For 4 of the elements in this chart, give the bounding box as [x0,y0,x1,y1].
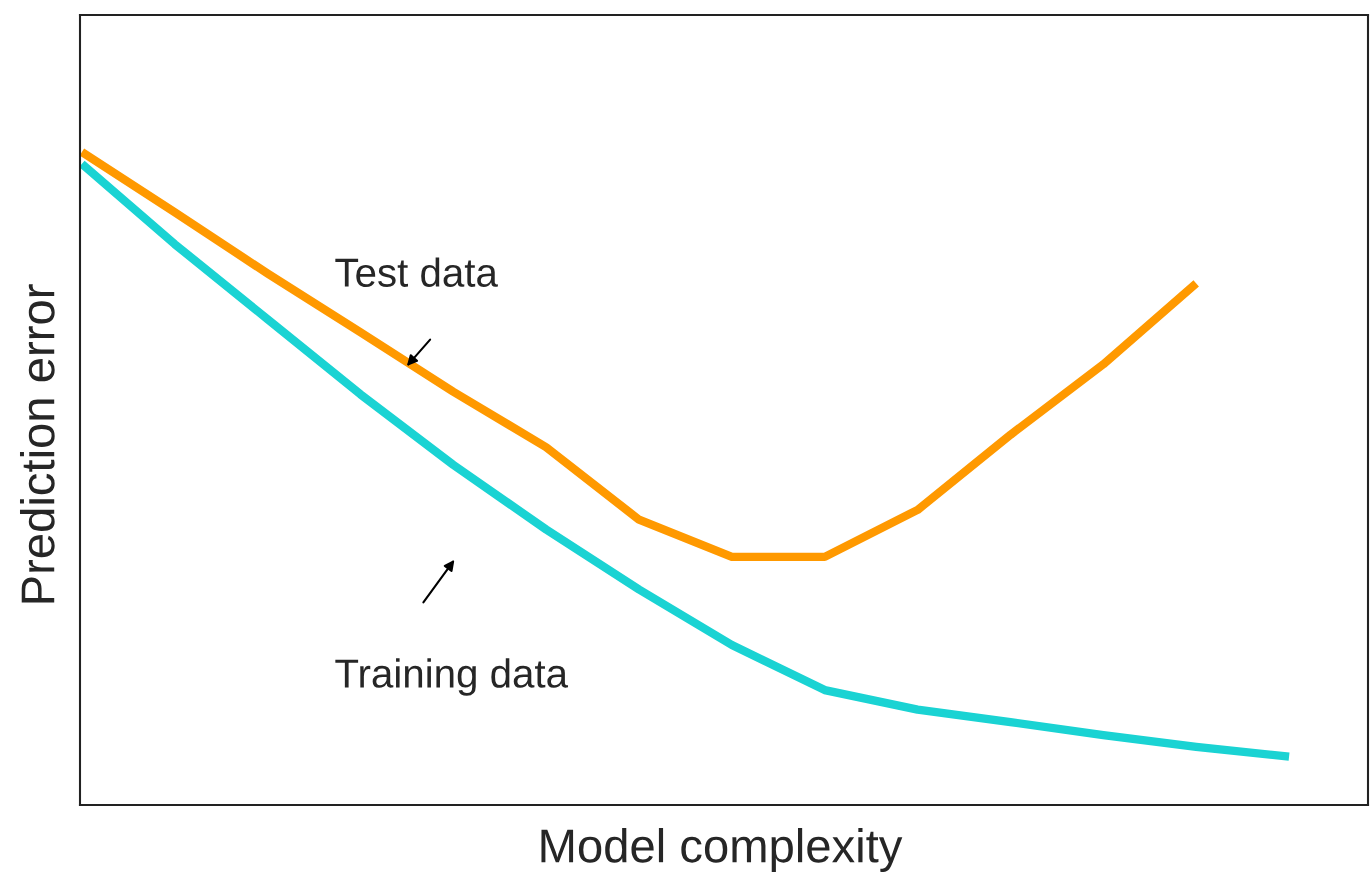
y-axis-title: Prediction error [19,284,55,603]
annotation: Test data [335,257,498,287]
x-axis-title: Model complexity [541,827,903,873]
annotation: Training data [335,658,569,696]
